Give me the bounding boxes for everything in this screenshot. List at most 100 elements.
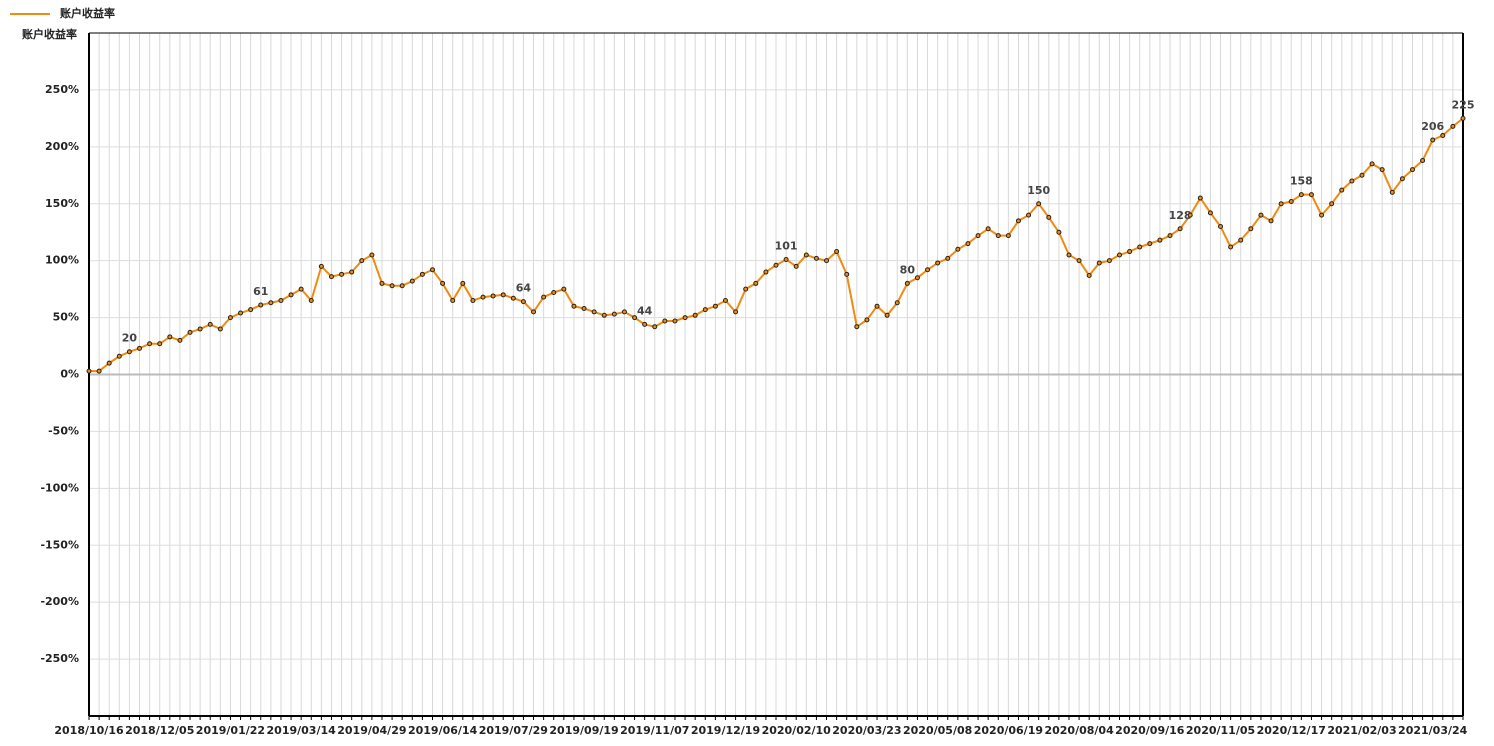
x-tick-label: 2018/10/16 xyxy=(54,724,124,737)
point xyxy=(1379,167,1385,173)
point xyxy=(1026,212,1032,218)
point xyxy=(187,329,193,335)
point xyxy=(793,263,799,269)
point xyxy=(1207,210,1213,216)
point xyxy=(86,368,92,374)
y-axis-title: 账户收益率 xyxy=(22,27,77,41)
grid xyxy=(88,33,1464,716)
y-tick-label: -200% xyxy=(40,595,79,608)
x-tick-label: 2020/12/17 xyxy=(1257,724,1326,737)
legend-label: 账户收益率 xyxy=(60,6,115,20)
point xyxy=(1359,172,1365,178)
point xyxy=(126,349,132,355)
point xyxy=(1248,226,1254,232)
point xyxy=(1258,212,1264,218)
point xyxy=(1015,218,1021,224)
x-tick-label: 2020/05/08 xyxy=(903,724,972,737)
point xyxy=(1197,195,1203,201)
data-label: 64 xyxy=(516,282,532,295)
point xyxy=(864,317,870,323)
point xyxy=(227,315,233,321)
data-label: 128 xyxy=(1169,209,1192,222)
point xyxy=(450,298,456,304)
x-tick-label: 2019/12/19 xyxy=(691,724,760,737)
y-tick-label: -100% xyxy=(40,481,79,494)
point xyxy=(1056,229,1062,235)
data-label: 206 xyxy=(1421,120,1444,133)
point xyxy=(147,341,153,347)
point xyxy=(500,292,506,298)
x-tick-label: 2021/03/24 xyxy=(1398,724,1468,737)
point xyxy=(116,353,122,359)
point xyxy=(288,292,294,298)
point xyxy=(935,260,941,266)
point xyxy=(1147,241,1153,247)
point xyxy=(773,262,779,268)
point xyxy=(389,283,395,289)
point xyxy=(1167,233,1173,239)
data-label: 20 xyxy=(122,332,138,345)
point xyxy=(96,368,102,374)
point xyxy=(268,300,274,306)
point xyxy=(440,280,446,286)
point xyxy=(824,258,830,264)
point xyxy=(137,345,143,351)
x-tick-label: 2018/12/05 xyxy=(125,724,194,737)
point xyxy=(834,249,840,255)
y-tick-label: -150% xyxy=(40,538,79,551)
point xyxy=(1278,201,1284,207)
point xyxy=(1177,226,1183,232)
data-label: 101 xyxy=(775,240,798,253)
point xyxy=(561,286,567,292)
y-tick-label: 200% xyxy=(45,140,79,153)
point xyxy=(1187,212,1193,218)
point xyxy=(369,252,375,258)
x-tick-label: 2019/04/29 xyxy=(337,724,406,737)
point xyxy=(925,267,931,273)
point xyxy=(844,271,850,277)
point xyxy=(480,294,486,300)
point xyxy=(359,258,365,264)
point xyxy=(955,246,961,252)
point xyxy=(601,312,607,318)
point xyxy=(1288,198,1294,204)
x-tick-label: 2019/11/07 xyxy=(620,724,689,737)
point xyxy=(1106,258,1112,264)
point xyxy=(914,275,920,281)
point xyxy=(1399,176,1405,182)
point xyxy=(1117,252,1122,258)
point xyxy=(652,324,658,330)
point xyxy=(520,299,526,305)
point xyxy=(884,312,890,318)
x-tick-label: 2019/09/19 xyxy=(549,724,618,737)
point xyxy=(1157,237,1163,243)
point xyxy=(1450,123,1456,129)
x-tick-label: 2020/06/19 xyxy=(974,724,1043,737)
point xyxy=(238,310,244,316)
x-tick-label: 2019/07/29 xyxy=(479,724,548,737)
point xyxy=(662,318,668,324)
y-tick-label: 100% xyxy=(45,254,79,267)
point xyxy=(1430,137,1436,143)
point xyxy=(490,293,496,299)
point xyxy=(1369,161,1375,167)
point xyxy=(733,309,739,315)
point xyxy=(551,290,557,296)
point xyxy=(349,269,355,275)
point xyxy=(591,309,597,315)
y-tick-label: 0% xyxy=(60,368,79,381)
point xyxy=(753,280,759,286)
point xyxy=(258,302,264,308)
point xyxy=(460,280,466,286)
point xyxy=(1440,132,1446,138)
y-tick-label: -50% xyxy=(48,424,79,437)
point xyxy=(672,318,678,324)
x-tick-label: 2019/03/14 xyxy=(267,724,337,737)
x-tick-label: 2021/02/03 xyxy=(1327,724,1396,737)
point xyxy=(167,334,173,340)
point xyxy=(1238,237,1244,243)
data-label: 61 xyxy=(253,285,268,298)
point xyxy=(995,233,1001,239)
data-label: 44 xyxy=(637,304,653,317)
point xyxy=(339,271,345,277)
